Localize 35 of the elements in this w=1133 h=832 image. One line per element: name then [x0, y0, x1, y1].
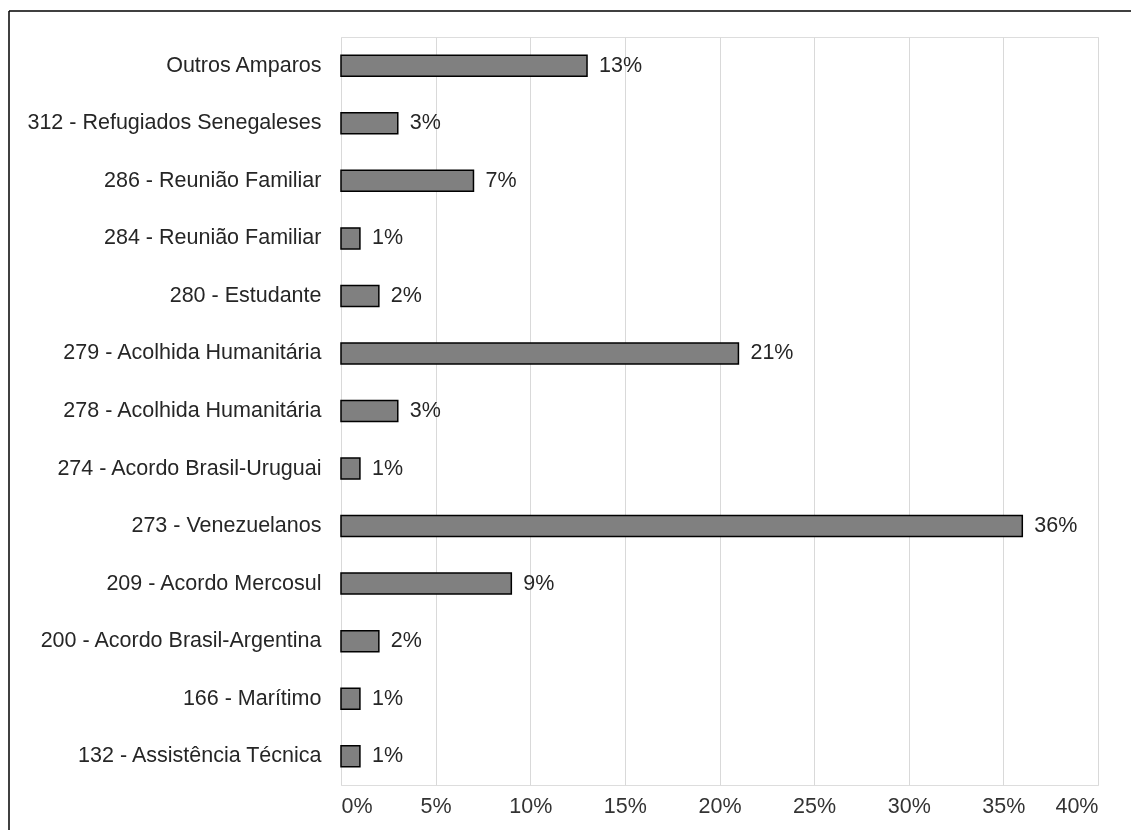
y-tick-label: 200 - Acordo Brasil-Argentina	[40, 628, 322, 653]
x-tick-label: 15%	[603, 793, 647, 818]
y-tick-label: 273 - Venezuelanos	[131, 513, 322, 538]
y-tick-label: Outros Amparos	[166, 52, 322, 77]
y-tick-label: 132 - Assistência Técnica	[78, 743, 322, 768]
data-label: 1%	[371, 743, 403, 768]
y-tick-label: 284 - Reunião Familiar	[104, 225, 322, 250]
y-tick-label: 278 - Acolhida Humanitária	[63, 398, 322, 422]
x-tick-label: 5%	[420, 793, 452, 818]
y-tick-label: 312 - Refugiados Senegaleses	[27, 110, 322, 135]
x-tick-label: 35%	[982, 793, 1026, 818]
data-label: 2%	[390, 628, 422, 653]
data-label: 1%	[371, 685, 403, 710]
data-label: 3%	[409, 398, 441, 422]
data-label: 1%	[371, 225, 403, 250]
y-tick-label: 286 - Reunião Familiar	[104, 167, 322, 192]
y-tick-label: 166 - Marítimo	[182, 685, 322, 710]
x-tick-label: 0%	[341, 793, 373, 818]
x-tick-label: 20%	[698, 793, 742, 818]
x-tick-label: 30%	[887, 793, 931, 818]
data-label: 3%	[409, 110, 441, 135]
y-tick-label: 274 - Acordo Brasil-Uruguai	[57, 455, 322, 480]
data-label: 7%	[485, 167, 517, 192]
data-label: 21%	[750, 340, 794, 365]
data-label: 1%	[371, 455, 403, 480]
data-label: 13%	[599, 52, 643, 77]
y-tick-label: 279 - Acolhida Humanitária	[63, 340, 322, 365]
x-tick-label: 10%	[509, 793, 553, 818]
data-label: 36%	[1034, 513, 1078, 538]
data-label: 9%	[523, 570, 555, 595]
x-tick-label: 40%	[1055, 793, 1099, 818]
y-tick-label: 209 - Acordo Mercosul	[106, 570, 322, 595]
y-tick-label: 280 - Estudante	[169, 282, 322, 307]
data-label: 2%	[390, 282, 422, 307]
x-tick-label: 25%	[793, 793, 837, 818]
